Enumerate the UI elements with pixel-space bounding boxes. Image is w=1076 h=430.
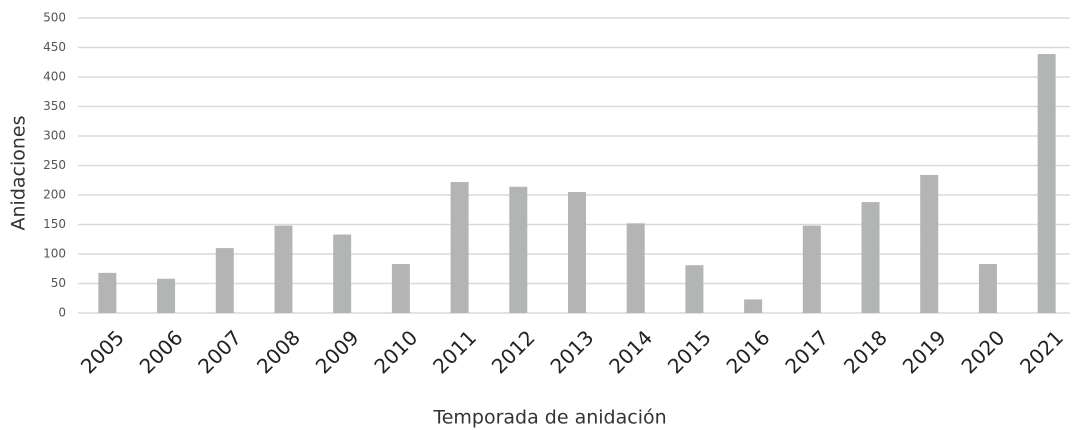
bar [802,225,821,313]
bar [978,264,997,313]
bar [391,264,410,313]
bar [626,223,645,313]
x-tick-label: 2008 [252,325,305,378]
bar [98,272,117,313]
y-tick-label: 250 [43,158,66,172]
x-tick-label: 2015 [663,325,716,378]
x-tick-label: 2020 [956,325,1009,378]
bar [215,248,234,313]
bar [920,174,939,313]
y-tick-label: 50 [51,276,66,290]
y-tick-label: 100 [43,247,66,261]
y-axis-label: Anidaciones [8,115,30,230]
x-axis-label: Temporada de anidación [432,407,666,429]
bar [450,182,469,313]
bar [861,202,880,313]
x-tick-label: 2009 [311,325,364,378]
bar [685,265,704,313]
bar [1037,53,1056,314]
y-tick-label: 500 [43,11,66,25]
x-tick-label: 2014 [604,325,657,378]
x-tick-label: 2010 [369,325,422,378]
y-tick-label: 300 [43,129,66,143]
x-tick-label: 2021 [1015,325,1068,378]
x-tick-label: 2016 [722,325,775,378]
y-tick-label: 450 [43,40,66,54]
bar [744,299,763,313]
x-tick-label: 2007 [193,325,246,378]
bar [274,225,293,313]
x-tick-label: 2011 [428,325,481,378]
x-tick-label: 2005 [76,325,129,378]
y-tick-label: 0 [58,306,66,320]
y-tick-label: 400 [43,70,66,84]
x-tick-label: 2017 [780,325,833,378]
x-tick-label: 2006 [135,325,188,378]
bar [157,278,176,313]
bar [509,186,528,313]
x-tick-label: 2012 [487,325,540,378]
bar [333,234,352,313]
x-tick-label: 2013 [545,325,598,378]
y-tick-label: 150 [43,217,66,231]
y-tick-label: 200 [43,188,66,202]
x-tick-label: 2018 [839,325,892,378]
x-tick-label: 2019 [898,325,951,378]
bar [568,192,586,313]
y-tick-label: 350 [43,99,66,113]
